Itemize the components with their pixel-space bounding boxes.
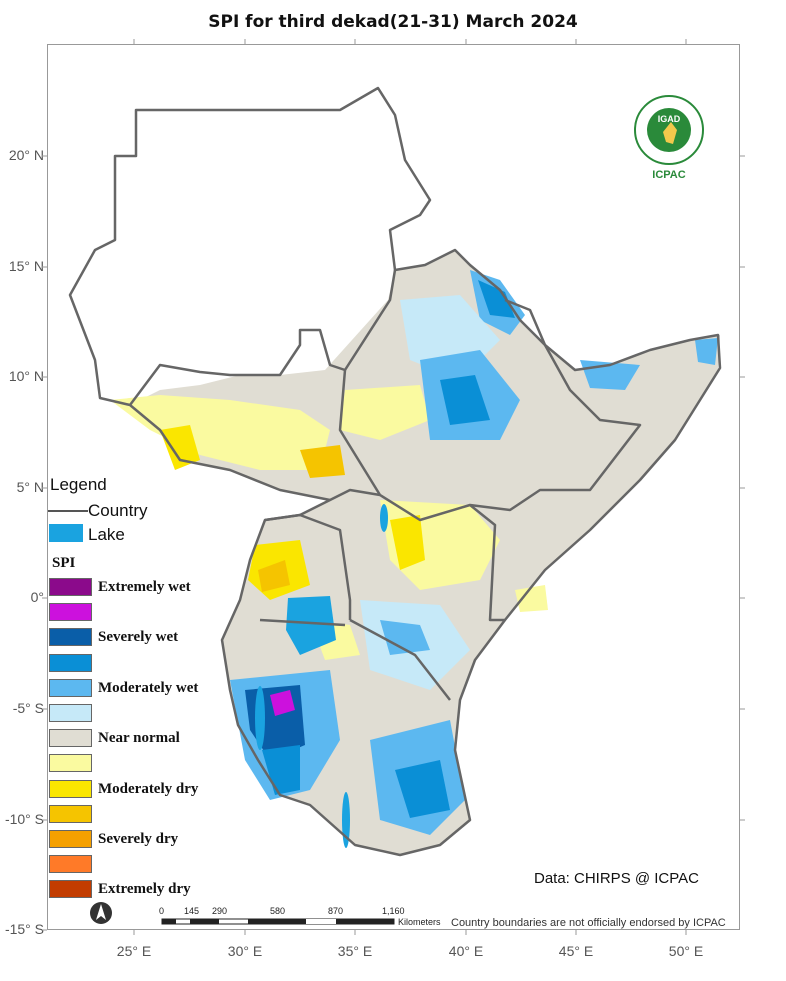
y-tick-10n: 10° N (8, 368, 44, 384)
lake-swatch (49, 524, 83, 542)
tick-marks (42, 39, 745, 935)
y-tick-10s: -10° S (4, 811, 44, 827)
spi-swatch-10 (49, 830, 92, 848)
legend-lake: Lake (88, 525, 125, 544)
lake-tanganyika (255, 686, 265, 750)
spi-swatch-12 (49, 880, 92, 899)
scale-label-145: 145 (184, 906, 200, 916)
spi-swatch-4 (49, 678, 92, 697)
scale-label-580: 580 (270, 906, 286, 916)
spi-swatch-6 (49, 729, 92, 748)
igad-icpac-logo: IGAD ICPAC (630, 94, 708, 186)
x-tick-40e: 40° E (448, 943, 484, 959)
spi-swatch-3 (49, 653, 92, 672)
y-tick-15s: -15° S (4, 921, 44, 937)
spi-title: SPI (52, 555, 76, 571)
spi-label-0: Extremely wet (98, 579, 191, 595)
y-tick-15n: 15° N (8, 258, 44, 274)
map-title: SPI for third dekad(21-31) March 2024 (208, 12, 578, 32)
scale-bar: 0 145 290 580 870 1,160 Kilometers (158, 906, 448, 930)
logo-icpac-text: ICPAC (652, 169, 685, 181)
y-tick-5n: 5° N (16, 479, 44, 495)
y-tick-5s: -5° S (12, 700, 44, 716)
y-tick-20n: 20° N (8, 147, 44, 163)
y-tick-0: 0° (30, 589, 44, 605)
scale-label-0: 0 (159, 906, 165, 916)
lake-turkana (380, 504, 388, 532)
spi-swatch-2 (49, 628, 92, 647)
legend-title: Legend (50, 475, 107, 494)
country-line-swatch (48, 510, 88, 512)
spi-label-4: Moderately wet (98, 679, 199, 696)
map-frame (47, 44, 740, 930)
lake-victoria (286, 596, 336, 655)
spi-label-10: Severely dry (98, 831, 179, 847)
scale-label-1160: 1,160 (382, 906, 405, 916)
x-tick-45e: 45° E (558, 943, 594, 959)
dry-patches (110, 385, 548, 660)
spi-swatch-5 (49, 704, 92, 722)
spi-label-6: Near normal (98, 730, 180, 747)
legend-country: Country (88, 501, 148, 520)
x-tick-25e: 25° E (116, 943, 152, 959)
spi-swatch-1 (49, 603, 92, 622)
x-tick-50e: 50° E (668, 943, 704, 959)
spi-swatch-0 (49, 578, 92, 596)
x-tick-35e: 35° E (337, 943, 373, 959)
spi-label-8: Moderately dry (98, 780, 199, 797)
data-credit: Data: CHIRPS @ ICPAC (534, 870, 699, 887)
disclaimer: Country boundaries are not officially en… (451, 917, 726, 929)
scale-unit: Kilometers (398, 917, 441, 927)
scale-label-290: 290 (212, 906, 228, 916)
scale-label-870: 870 (328, 906, 344, 916)
spi-swatch-11 (49, 855, 92, 874)
x-tick-30e: 30° E (227, 943, 263, 959)
spi-label-12: Extremely dry (98, 881, 191, 898)
spi-swatch-7 (49, 754, 92, 773)
spi-swatch-9 (49, 804, 92, 823)
logo-igad-text: IGAD (658, 114, 681, 124)
lakes (255, 504, 388, 848)
spi-label-2: Severely wet (98, 629, 179, 646)
spi-swatch-8 (49, 779, 92, 798)
country-boundaries (68, 86, 722, 857)
north-arrow-icon (90, 902, 112, 924)
